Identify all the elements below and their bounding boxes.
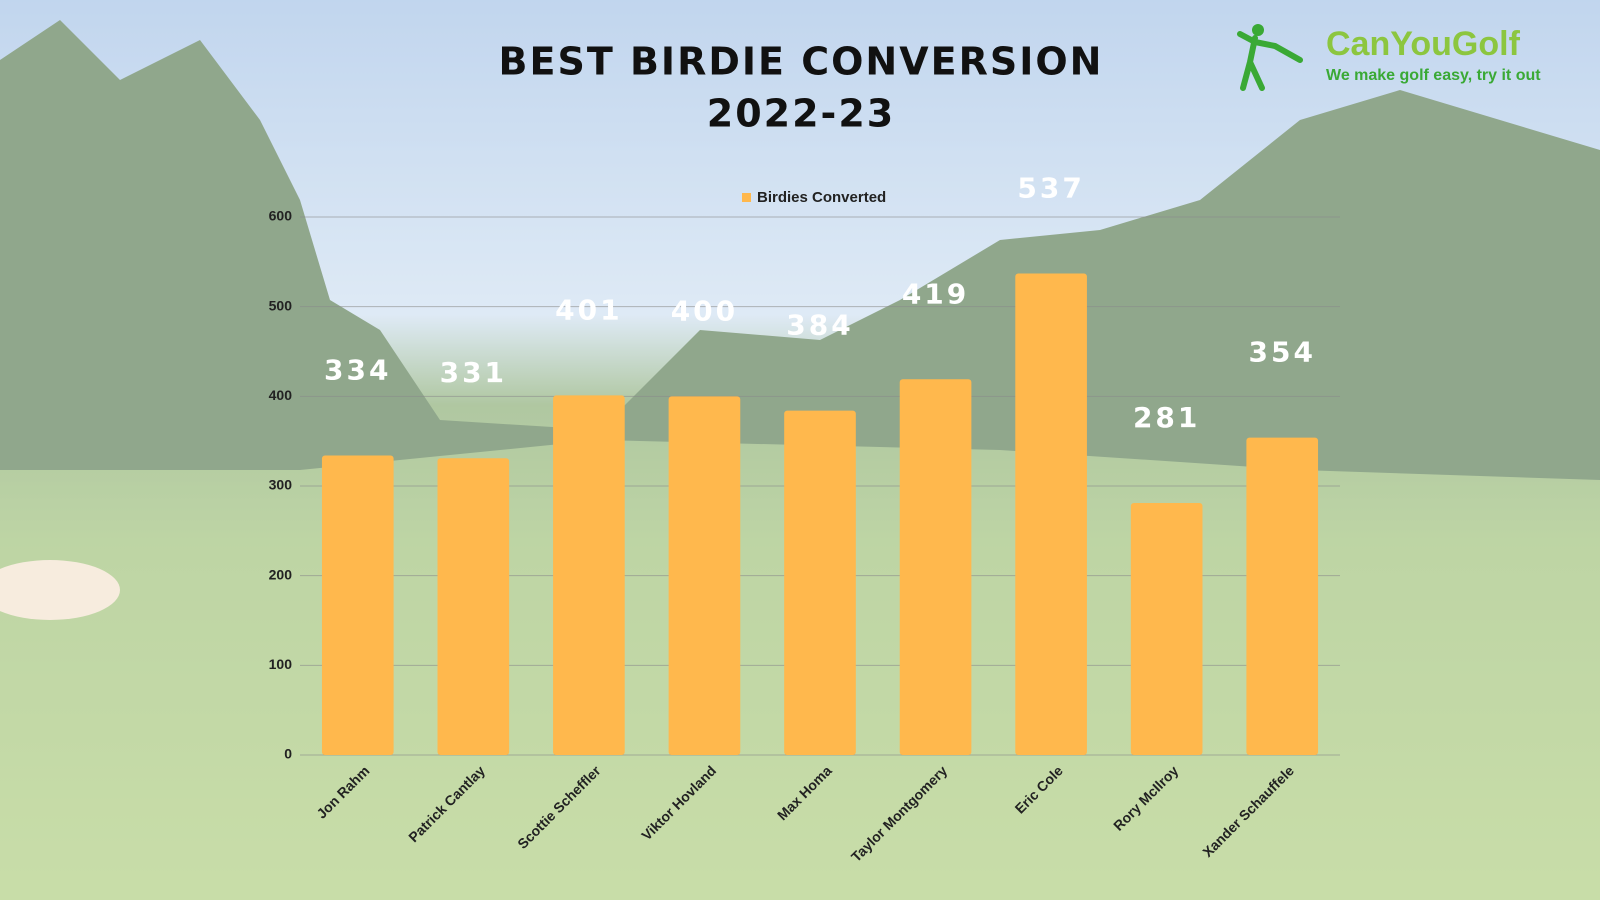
bar — [1246, 437, 1319, 755]
logo-tagline: We make golf easy, try it out — [1326, 67, 1541, 84]
bar — [668, 396, 741, 755]
bar — [553, 395, 625, 755]
y-tick-label: 300 — [269, 477, 293, 493]
bar — [321, 455, 394, 755]
logo-name: CanYouGolf — [1326, 25, 1521, 63]
chart-subtitle: 2022-23 — [707, 92, 895, 136]
bar — [784, 410, 856, 755]
chart-title: BEST BIRDIE CONVERSION — [499, 40, 1104, 84]
value-label: 400 — [671, 294, 738, 327]
y-tick-label: 600 — [269, 208, 293, 224]
value-label: 419 — [902, 277, 969, 310]
y-tick-label: 100 — [269, 656, 293, 672]
value-label: 537 — [1017, 171, 1084, 204]
value-label: 281 — [1133, 401, 1200, 434]
y-tick-label: 200 — [269, 566, 293, 582]
trees — [0, 20, 1600, 480]
bar — [437, 458, 510, 755]
legend-swatch — [742, 193, 751, 202]
value-label: 401 — [555, 293, 622, 326]
value-label: 331 — [440, 356, 507, 389]
logo-icon — [1252, 24, 1264, 36]
value-label: 384 — [786, 309, 853, 342]
y-tick-label: 400 — [269, 387, 293, 403]
bar — [1130, 503, 1203, 755]
logo-icon — [1237, 31, 1303, 91]
bar — [1015, 273, 1087, 755]
y-tick-label: 500 — [269, 297, 293, 313]
y-tick-label: 0 — [284, 746, 292, 762]
value-label: 334 — [324, 354, 391, 387]
value-label: 354 — [1248, 336, 1315, 369]
legend-label: Birdies Converted — [757, 189, 886, 206]
bunker — [0, 560, 120, 620]
logo: CanYouGolf We make golf easy, try it out — [1237, 24, 1541, 91]
bar — [899, 379, 972, 755]
